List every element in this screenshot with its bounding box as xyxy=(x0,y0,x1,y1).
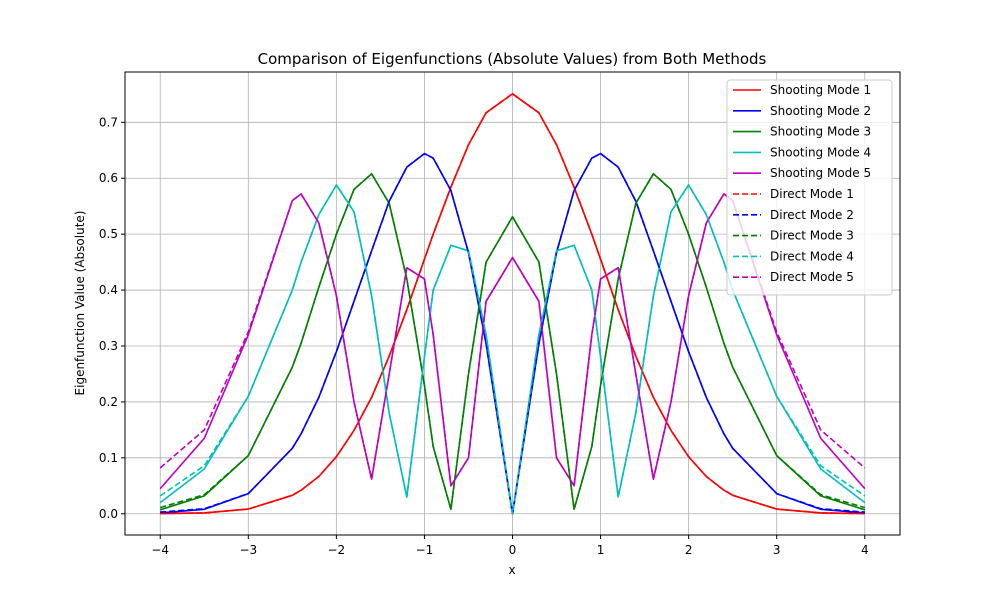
series-lines xyxy=(159,93,866,515)
y-tick-label: 0.5 xyxy=(99,227,118,241)
x-axis-label: x xyxy=(508,563,515,577)
legend-label: Shooting Mode 4 xyxy=(770,145,871,159)
legend-label: Direct Mode 2 xyxy=(770,208,854,222)
x-tick-label: −3 xyxy=(239,543,257,557)
series-line-6 xyxy=(160,93,865,515)
chart-title: Comparison of Eigenfunctions (Absolute V… xyxy=(258,50,767,68)
legend-label: Direct Mode 5 xyxy=(770,270,854,284)
legend-label: Shooting Mode 5 xyxy=(770,166,871,180)
y-tick-label: 0.1 xyxy=(99,451,118,465)
legend: Shooting Mode 1 Shooting Mode 2 Shooting M… xyxy=(726,79,893,296)
series-line-9 xyxy=(159,184,866,515)
x-tick-label: 3 xyxy=(773,543,781,557)
x-tick-label: −4 xyxy=(151,543,169,557)
legend-label: Shooting Mode 3 xyxy=(770,125,871,139)
x-tick-label: 4 xyxy=(861,543,869,557)
x-tick-label: 0 xyxy=(509,543,517,557)
y-tick-label: 0.3 xyxy=(99,339,118,353)
legend-label: Direct Mode 1 xyxy=(770,187,854,201)
series-line-8 xyxy=(159,173,866,511)
x-tick-label: 2 xyxy=(685,543,693,557)
y-tick-label: 0.6 xyxy=(99,171,118,185)
legend-box xyxy=(726,79,893,296)
x-tick-label: −1 xyxy=(416,543,434,557)
x-tick-label: 1 xyxy=(597,543,605,557)
legend-label: Direct Mode 3 xyxy=(770,229,854,243)
y-axis-label: Eigenfunction Value (Absolute) xyxy=(73,211,87,396)
y-tick-label: 0.4 xyxy=(99,283,118,297)
x-tick-label: −2 xyxy=(328,543,346,557)
legend-label: Shooting Mode 2 xyxy=(770,104,871,118)
y-tick-label: 0.2 xyxy=(99,395,118,409)
series-line-10 xyxy=(159,193,866,487)
legend-label: Shooting Mode 1 xyxy=(770,83,871,97)
y-tick-label: 0.7 xyxy=(99,115,118,129)
legend-label: Direct Mode 4 xyxy=(770,249,854,263)
y-tick-label: 0.0 xyxy=(99,507,118,521)
axis-ticks: −4 −3 −2 −1 0 1 2 3 4 0.0 0.1 0.2 0.3 0.4 0.5 0.6 0.7 xyxy=(99,115,869,557)
